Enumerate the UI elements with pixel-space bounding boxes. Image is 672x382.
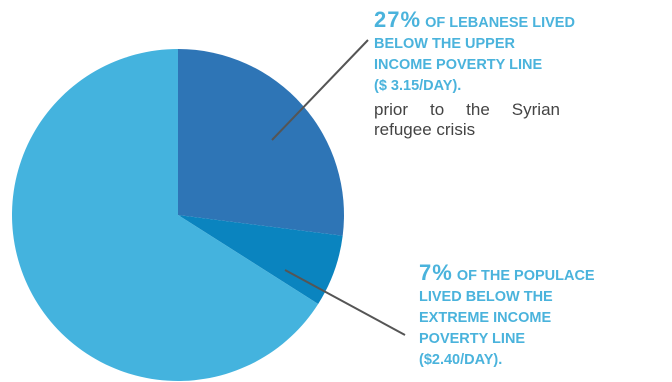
upper-poverty-line-2: BELOW THE UPPER <box>374 36 515 52</box>
annotation-extreme-poverty: 7% OF THE POPULACE LIVED BELOW THE EXTRE… <box>419 262 664 371</box>
upper-poverty-percent: 27% <box>374 7 422 32</box>
upper-poverty-line-1: OF LEBANESE LIVED <box>425 15 575 31</box>
extreme-poverty-line-2: LIVED BELOW THE <box>419 289 553 305</box>
upper-poverty-subtext: prior to the Syrian refugee crisis <box>374 100 560 139</box>
annotation-upper-poverty: 27% OF LEBANESE LIVED BELOW THE UPPER IN… <box>374 9 659 140</box>
pie-slice-0 <box>178 49 344 236</box>
upper-poverty-line-4: ($ 3.15/DAY). <box>374 78 462 94</box>
extreme-poverty-line-3: EXTREME INCOME <box>419 310 552 326</box>
extreme-poverty-line-1: OF THE POPULACE <box>456 268 595 284</box>
extreme-poverty-line-5: ($2.40/DAY). <box>419 352 503 368</box>
pie-slice-1 <box>178 215 343 304</box>
pie-slice-2 <box>12 49 319 381</box>
leader-line-upper <box>271 39 369 141</box>
leader-line-extreme <box>284 269 406 336</box>
upper-poverty-line-3: INCOME POVERTY LINE <box>374 57 543 73</box>
extreme-poverty-percent: 7% <box>419 260 453 285</box>
extreme-poverty-line-4: POVERTY LINE <box>419 331 526 347</box>
